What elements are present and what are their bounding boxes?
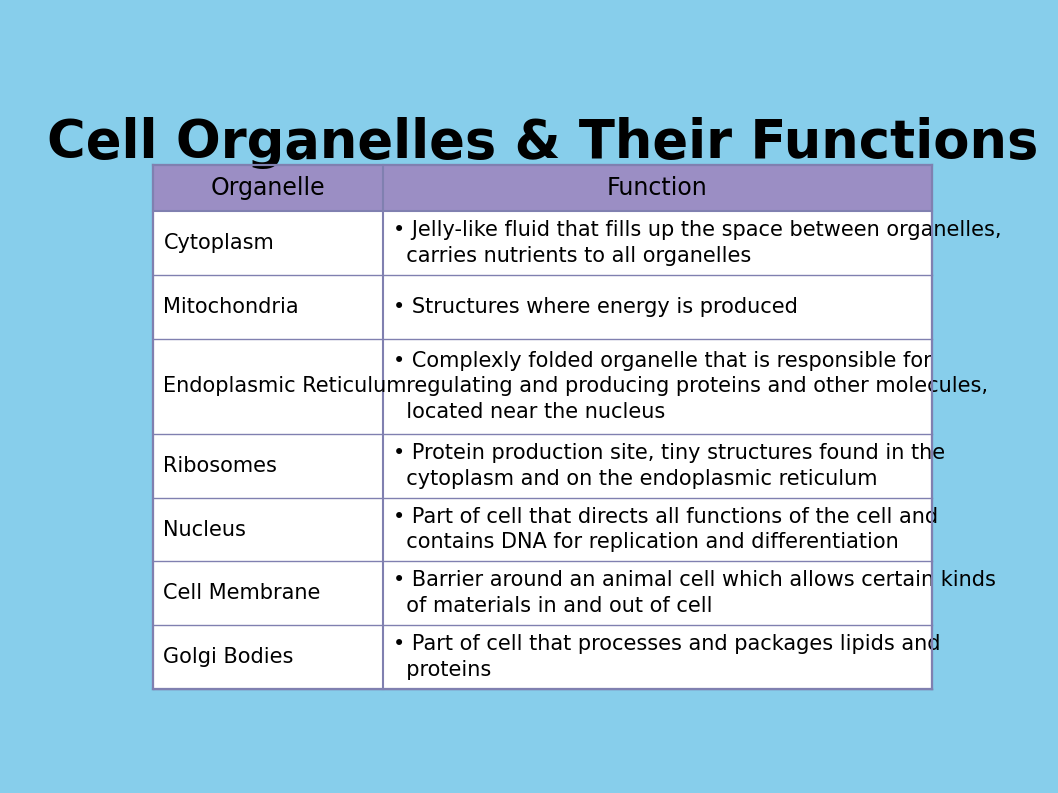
Text: • Barrier around an animal cell which allows certain kinds
  of materials in and: • Barrier around an animal cell which al… <box>394 570 996 616</box>
Text: Cell Organelles & Their Functions: Cell Organelles & Their Functions <box>47 117 1038 169</box>
Text: • Protein production site, tiny structures found in the
  cytoplasm and on the e: • Protein production site, tiny structur… <box>394 443 946 488</box>
Text: • Part of cell that directs all functions of the cell and
  contains DNA for rep: • Part of cell that directs all function… <box>394 507 938 553</box>
Text: Mitochondria: Mitochondria <box>163 297 299 317</box>
Text: • Part of cell that processes and packages lipids and
  proteins: • Part of cell that processes and packag… <box>394 634 941 680</box>
Text: • Jelly-like fluid that fills up the space between organelles,
  carries nutrien: • Jelly-like fluid that fills up the spa… <box>394 220 1002 266</box>
Bar <box>152 166 932 212</box>
Text: Function: Function <box>606 176 708 201</box>
Text: Nucleus: Nucleus <box>163 519 247 539</box>
Text: Ribosomes: Ribosomes <box>163 456 277 476</box>
Text: • Complexly folded organelle that is responsible for
  regulating and producing : • Complexly folded organelle that is res… <box>394 351 988 422</box>
Text: Organelle: Organelle <box>211 176 325 201</box>
Text: • Structures where energy is produced: • Structures where energy is produced <box>394 297 798 317</box>
Text: Cell Membrane: Cell Membrane <box>163 583 321 603</box>
Bar <box>152 166 932 688</box>
Text: Golgi Bodies: Golgi Bodies <box>163 647 294 667</box>
Text: Endoplasmic Reticulum: Endoplasmic Reticulum <box>163 377 407 396</box>
Text: Cytoplasm: Cytoplasm <box>163 233 274 253</box>
